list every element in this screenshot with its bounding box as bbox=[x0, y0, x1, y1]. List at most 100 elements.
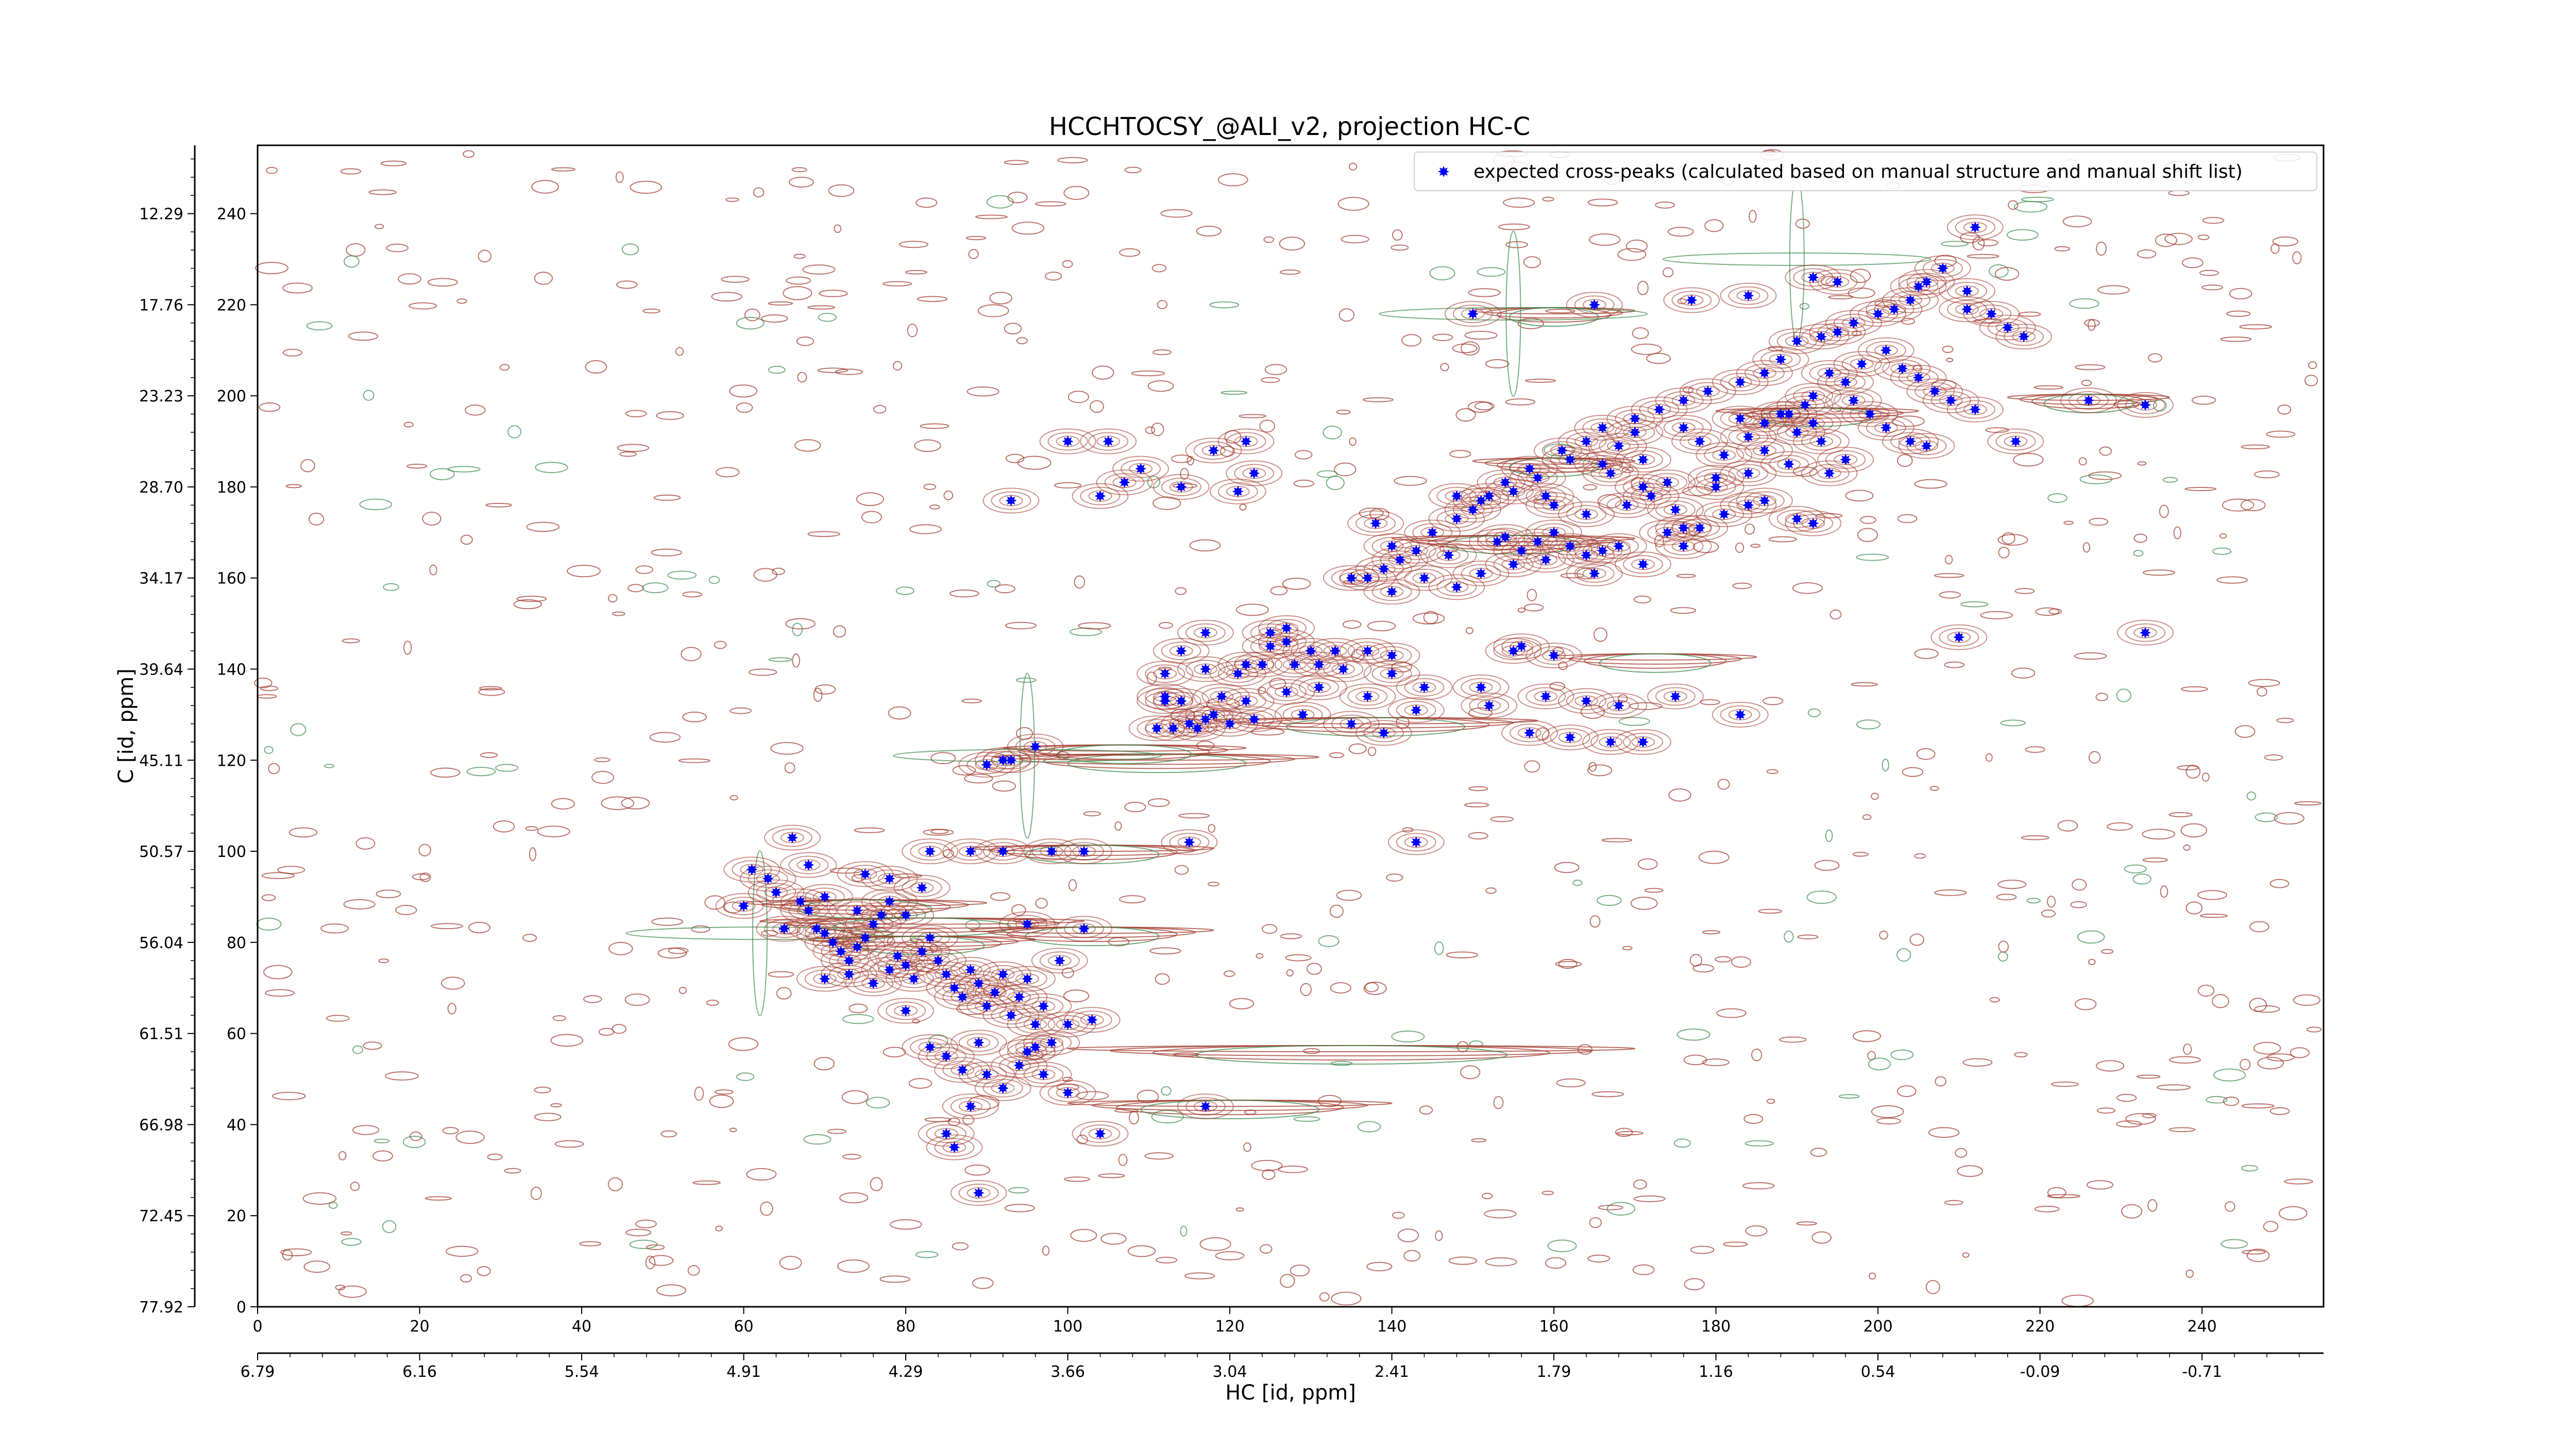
noise-contour bbox=[1632, 1264, 1655, 1275]
cross-peak-marker bbox=[1597, 458, 1608, 470]
contour-peak bbox=[1793, 324, 1850, 350]
contour-peak bbox=[1939, 628, 1979, 647]
cross-peak-marker bbox=[1523, 463, 1535, 475]
noise-contour bbox=[1279, 269, 1301, 275]
contour-peak bbox=[893, 874, 951, 901]
noise-contour bbox=[1597, 494, 1622, 509]
noise-contour bbox=[260, 685, 279, 692]
noise-contour bbox=[1939, 591, 1961, 599]
noise-contour bbox=[2021, 196, 2054, 203]
contour-peak bbox=[1015, 1038, 1056, 1057]
noise-contour bbox=[879, 1275, 910, 1283]
noise-contour bbox=[883, 1047, 906, 1058]
contour-peak bbox=[1161, 829, 1218, 855]
contour-peak bbox=[1930, 624, 1988, 650]
noise-contour bbox=[1527, 588, 1537, 601]
contour-peak bbox=[902, 878, 942, 897]
cross-peak-marker bbox=[1823, 367, 1835, 379]
contour-peak bbox=[918, 1121, 975, 1147]
cross-peak-marker bbox=[851, 905, 863, 916]
contour-peak bbox=[1047, 432, 1088, 451]
noise-contour bbox=[552, 1015, 566, 1021]
noise-contour bbox=[591, 771, 615, 784]
noise-contour bbox=[2082, 542, 2091, 553]
noise-contour bbox=[1159, 622, 1174, 629]
noise-contour bbox=[1394, 476, 1427, 486]
cross-peak-marker bbox=[1475, 495, 1487, 507]
contour-peak bbox=[1857, 337, 1914, 363]
cross-peak-marker bbox=[1021, 1046, 1033, 1057]
contour-peak bbox=[1760, 451, 1818, 477]
noise-contour bbox=[1524, 378, 1556, 383]
contour-peak bbox=[1217, 428, 1275, 454]
contour-peak bbox=[1145, 664, 1185, 683]
contour-peak bbox=[1234, 464, 1275, 483]
contour-peak bbox=[1711, 701, 1769, 728]
noise-contour bbox=[363, 1041, 382, 1050]
cross-peak-marker bbox=[1637, 736, 1649, 748]
cross-peak-marker bbox=[1151, 722, 1163, 734]
noise-contour bbox=[409, 302, 437, 310]
noise-contour bbox=[1008, 1187, 1029, 1194]
cross-peak-marker bbox=[811, 923, 823, 935]
contour-peak bbox=[1039, 1080, 1096, 1106]
noise-contour bbox=[678, 758, 710, 763]
noise-contour bbox=[2220, 336, 2252, 342]
noise-contour bbox=[1330, 1060, 1353, 1066]
noise-contour bbox=[551, 167, 575, 172]
contour-peak bbox=[926, 1124, 967, 1143]
contour-peak bbox=[982, 487, 1040, 514]
cross-peak-marker bbox=[957, 991, 969, 1003]
noise-contour bbox=[943, 490, 954, 500]
noise-contour bbox=[487, 1153, 503, 1160]
contour-peak bbox=[1671, 428, 1728, 454]
cross-peak-marker bbox=[1540, 490, 1552, 502]
noise-contour bbox=[526, 521, 560, 532]
noise-contour bbox=[1555, 961, 1582, 968]
noise-contour bbox=[1199, 1237, 1231, 1251]
contour-peak bbox=[1866, 296, 1923, 323]
cross-peak-marker bbox=[1005, 1009, 1017, 1021]
noise-contour bbox=[1306, 963, 1322, 975]
noise-contour bbox=[2089, 517, 2109, 526]
noise-contour bbox=[1766, 769, 1778, 774]
noise-contour bbox=[2197, 890, 2228, 900]
noise-contour bbox=[282, 348, 302, 357]
noise-contour bbox=[2199, 913, 2228, 918]
noise-contour bbox=[1156, 1256, 1178, 1263]
cross-peak-marker bbox=[1629, 426, 1641, 438]
noise-contour bbox=[2221, 1239, 2248, 1249]
cross-peak-marker bbox=[1921, 440, 1933, 452]
noise-contour bbox=[460, 1274, 472, 1283]
noise-contour bbox=[1989, 997, 2000, 1003]
noise-contour bbox=[504, 1168, 521, 1174]
noise-contour bbox=[1935, 1076, 1946, 1087]
noise-contour bbox=[736, 1072, 755, 1081]
noise-contour bbox=[866, 1097, 890, 1109]
contour-peak bbox=[1615, 446, 1672, 473]
contour-peak bbox=[1112, 456, 1170, 482]
noise-contour bbox=[2197, 984, 2215, 997]
noise-contour bbox=[1256, 953, 1264, 959]
noise-contour bbox=[343, 899, 376, 909]
y-tick-label-ppm: 39.64 bbox=[139, 661, 183, 679]
noise-contour bbox=[1004, 323, 1022, 334]
contour-peak bbox=[788, 855, 829, 874]
noise-contour bbox=[1215, 1251, 1245, 1260]
contour-peak bbox=[1031, 842, 1072, 861]
cross-peak-marker bbox=[1248, 467, 1260, 479]
noise-contour bbox=[2142, 857, 2168, 863]
cross-peak-marker bbox=[1216, 690, 1228, 702]
noise-contour bbox=[2050, 1081, 2079, 1087]
cross-peak-marker bbox=[1677, 422, 1689, 433]
noise-contour bbox=[1572, 880, 1583, 886]
contour-peak bbox=[1647, 497, 1704, 523]
noise-contour bbox=[1857, 528, 1878, 542]
cross-peak-marker bbox=[1670, 504, 1681, 516]
cross-peak-marker bbox=[1848, 395, 1859, 406]
contour-peak bbox=[1039, 428, 1096, 454]
noise-contour bbox=[2229, 288, 2252, 300]
x-tick-label-ppm: 1.79 bbox=[1537, 1363, 1571, 1381]
contour-peak bbox=[853, 974, 894, 993]
noise-contour bbox=[899, 241, 928, 248]
